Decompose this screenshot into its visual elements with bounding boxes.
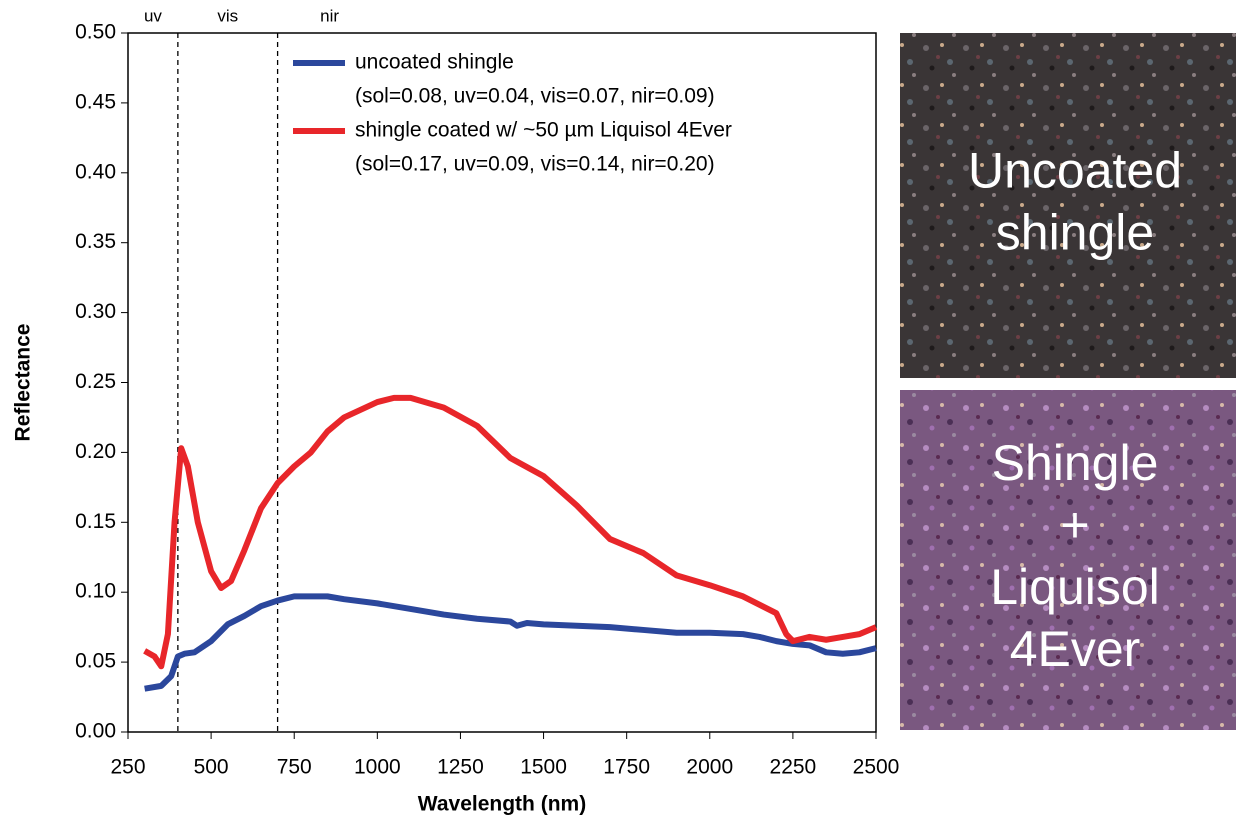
region-label: uv bbox=[144, 6, 162, 25]
y-tick-label: 0.35 bbox=[75, 230, 116, 253]
y-tick-label: 0.40 bbox=[75, 160, 116, 183]
x-tick-label: 2500 bbox=[853, 756, 900, 779]
x-tick-label: 1500 bbox=[520, 756, 567, 779]
legend-label: shingle coated w/ ~50 µm Liquisol 4Ever bbox=[355, 119, 732, 142]
series-line bbox=[144, 593, 877, 692]
photo-uncoated bbox=[900, 33, 1236, 378]
y-tick-label: 0.20 bbox=[75, 440, 116, 463]
x-tick-label: 2000 bbox=[686, 756, 733, 779]
photo-caption: Shingle bbox=[992, 435, 1159, 491]
x-tick-label: 250 bbox=[110, 756, 145, 779]
photo-caption: 4Ever bbox=[1010, 621, 1141, 677]
y-axis-title: Reflectance bbox=[12, 324, 35, 442]
y-tick-label: 0.05 bbox=[75, 650, 116, 673]
legend-label: uncoated shingle bbox=[355, 51, 514, 74]
x-tick-label: 1000 bbox=[354, 756, 401, 779]
x-tick-label: 500 bbox=[194, 756, 229, 779]
photo-caption: Liquisol bbox=[990, 559, 1160, 615]
x-axis-title: Wavelength (nm) bbox=[418, 793, 586, 816]
y-tick-label: 0.50 bbox=[75, 21, 116, 44]
y-tick-label: 0.30 bbox=[75, 300, 116, 323]
y-tick-label: 0.25 bbox=[75, 370, 116, 393]
x-tick-label: 1750 bbox=[603, 756, 650, 779]
photo-caption: shingle bbox=[996, 205, 1154, 261]
photo-caption: Uncoated bbox=[968, 143, 1182, 199]
x-tick-label: 1250 bbox=[437, 756, 484, 779]
x-tick-label: 2250 bbox=[770, 756, 817, 779]
x-tick-label: 750 bbox=[277, 756, 312, 779]
region-label: nir bbox=[320, 6, 339, 25]
photo-coated bbox=[900, 390, 1236, 730]
y-tick-label: 0.45 bbox=[75, 90, 116, 113]
y-tick-label: 0.15 bbox=[75, 510, 116, 533]
y-tick-label: 0.00 bbox=[75, 720, 116, 743]
y-tick-label: 0.10 bbox=[75, 580, 116, 603]
series-line bbox=[143, 394, 878, 670]
legend-summary: (sol=0.17, uv=0.09, vis=0.14, nir=0.20) bbox=[355, 153, 715, 176]
legend-summary: (sol=0.08, uv=0.04, vis=0.07, nir=0.09) bbox=[355, 85, 715, 108]
region-label: vis bbox=[217, 6, 238, 25]
photo-caption: + bbox=[1060, 497, 1089, 553]
